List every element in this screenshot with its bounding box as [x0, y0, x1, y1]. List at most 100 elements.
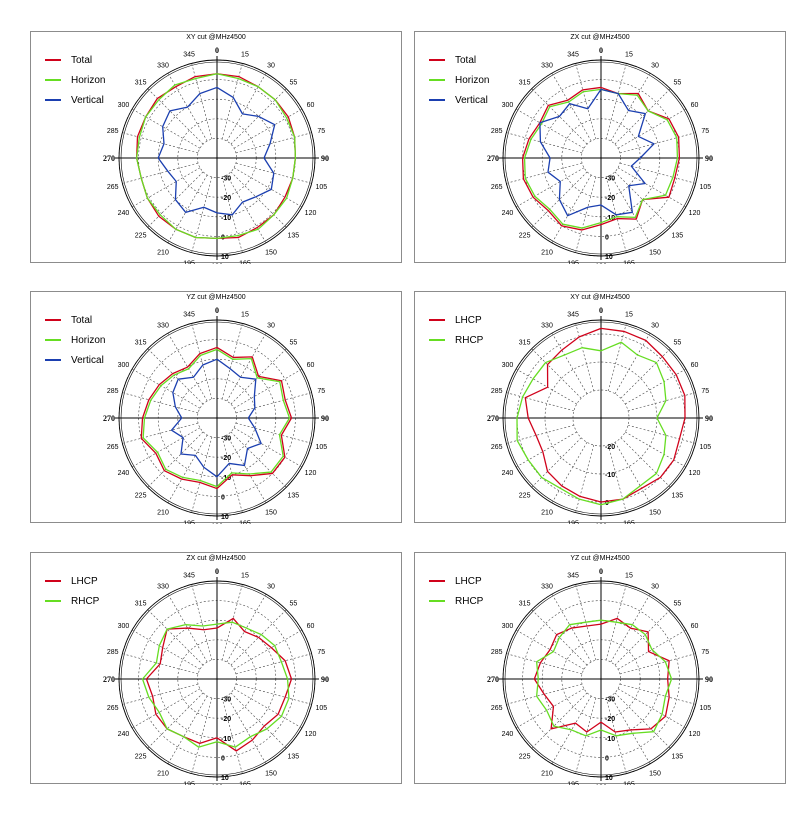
radial-tick-label: -30 — [221, 436, 231, 443]
angle-tick-label: 120 — [689, 470, 701, 477]
angle-tick-label: 315 — [519, 80, 531, 87]
angle-tick-label: 285 — [107, 649, 119, 656]
grid-spoke — [167, 332, 208, 402]
grid-spoke — [605, 584, 627, 661]
angle-tick-label: 165 — [239, 520, 251, 524]
grid-spoke — [147, 348, 204, 405]
angle-tick-label: 165 — [623, 781, 635, 785]
series-line-horizon — [135, 73, 297, 240]
grid-spoke — [226, 593, 267, 663]
angle-tick-label: 90 — [705, 414, 713, 423]
radial-tick-label: 10 — [605, 775, 613, 782]
angle-tick-label: 345 — [183, 312, 195, 319]
angle-tick-label: 105 — [699, 184, 711, 191]
legend-label: Horizon — [71, 334, 106, 346]
angle-tick-label: 105 — [315, 705, 327, 712]
angle-tick-label: 210 — [541, 771, 553, 778]
angle-tick-label: 195 — [567, 520, 579, 524]
legend-item-lhcp: LHCP — [45, 571, 99, 591]
legend-item-vertical: Vertical — [45, 90, 105, 110]
angle-tick-label: 285 — [107, 388, 119, 395]
polar-plot: 0 15 30 55 60 75 90 105 120 135 150 165 180 195 210 225… — [487, 46, 713, 264]
angle-tick-label: 30 — [267, 322, 275, 329]
grid-spoke — [221, 323, 243, 400]
angle-tick-label: 60 — [307, 623, 315, 630]
legend-item-rhcp: RHCP — [429, 330, 483, 350]
grid-spoke — [235, 683, 312, 705]
angle-tick-label: 210 — [157, 771, 169, 778]
angle-tick-label: 120 — [305, 470, 317, 477]
grid-spoke — [221, 63, 243, 140]
legend-swatch-horizon — [45, 339, 61, 341]
legend: LHCP RHCP — [45, 571, 99, 611]
grid-spoke — [551, 593, 592, 663]
angle-tick-label: 60 — [691, 362, 699, 369]
grid-spoke — [226, 72, 267, 142]
grid-spoke — [610, 695, 651, 765]
grid-spoke — [617, 108, 687, 149]
grid-spoke — [167, 593, 208, 663]
grid-spoke — [575, 323, 595, 392]
chart-panel-4: XY cut @MHz4500 0 15 30 55 60 75 90 105 120 135 15… — [414, 291, 786, 524]
radial-tick-label: -10 — [221, 215, 231, 222]
chart-panel-3: YZ cut @MHz4500 0 15 30 55 60 75 90 105 120 135 15… — [30, 291, 402, 524]
chart-title: ZX cut @MHz4500 — [186, 555, 246, 562]
grid-spoke — [619, 132, 696, 154]
angle-tick-label: 315 — [135, 340, 147, 347]
angle-tick-label: 345 — [567, 312, 579, 319]
grid-spoke — [625, 368, 687, 405]
angle-tick-label: 180 — [595, 262, 607, 264]
grid-spoke — [551, 174, 592, 244]
angle-tick-label: 75 — [701, 128, 709, 135]
series-line-lhcp — [524, 327, 686, 503]
angle-tick-label: 285 — [491, 388, 503, 395]
angle-tick-label: 75 — [317, 649, 325, 656]
angle-tick-label: 300 — [118, 623, 130, 630]
angle-tick-label: 120 — [305, 731, 317, 738]
legend-label: LHCP — [71, 575, 98, 587]
grid-spoke — [617, 688, 687, 729]
grid-spoke — [191, 63, 213, 140]
angle-tick-label: 105 — [315, 184, 327, 191]
polar-plot: 0 15 30 55 60 75 90 105 120 135 150 165 180 195 210 225… — [103, 306, 329, 524]
angle-tick-label: 225 — [135, 232, 147, 239]
angle-tick-label: 90 — [705, 675, 713, 684]
legend-item-vertical: Vertical — [429, 90, 489, 110]
grid-spoke — [531, 171, 588, 228]
angle-tick-label: 15 — [241, 52, 249, 59]
angle-tick-label: 105 — [699, 444, 711, 451]
angle-tick-label: 165 — [239, 260, 251, 264]
legend-item-total: Total — [45, 310, 105, 330]
angle-tick-label: 180 — [595, 522, 607, 524]
grid-spoke — [230, 88, 287, 145]
grid-spoke — [614, 171, 671, 228]
angle-tick-label: 300 — [502, 362, 514, 369]
angle-tick-label: 135 — [672, 232, 684, 239]
angle-tick-label: 55 — [673, 340, 681, 347]
grid-spoke — [230, 431, 287, 488]
radial-tick-label: 10 — [221, 514, 229, 521]
angle-tick-label: 0 — [599, 567, 603, 576]
grid-spoke — [515, 108, 585, 149]
grid-spoke — [235, 422, 312, 444]
grid-spoke — [506, 392, 575, 412]
angle-tick-label: 225 — [519, 232, 531, 239]
angle-tick-label: 225 — [135, 753, 147, 760]
grid-spoke — [619, 162, 696, 184]
radial-tick-label: 10 — [605, 254, 613, 261]
legend-label: LHCP — [455, 575, 482, 587]
grid-spoke — [531, 692, 588, 749]
angle-tick-label: 345 — [183, 52, 195, 59]
grid-spoke — [226, 174, 267, 244]
grid-spoke — [607, 323, 627, 392]
radial-tick-label: -20 — [605, 444, 615, 451]
chart-panel-6: YZ cut @MHz4500 0 15 30 55 60 75 90 105 120 135 15… — [414, 552, 786, 785]
angle-tick-label: 195 — [183, 781, 195, 785]
angle-tick-label: 240 — [118, 470, 130, 477]
angle-tick-label: 55 — [289, 80, 297, 87]
grid-spoke — [610, 593, 651, 663]
grid-spoke — [122, 683, 199, 705]
angle-tick-label: 315 — [135, 80, 147, 87]
grid-spoke — [122, 653, 199, 675]
angle-tick-label: 210 — [541, 510, 553, 517]
